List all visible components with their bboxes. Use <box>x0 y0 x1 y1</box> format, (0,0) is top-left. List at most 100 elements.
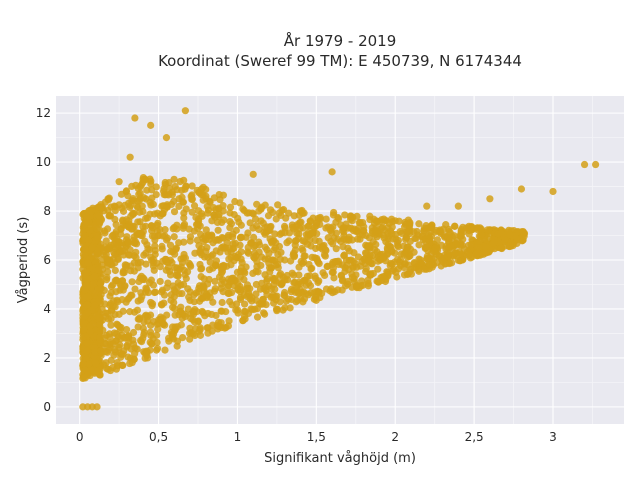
data-point <box>347 212 355 220</box>
data-point <box>151 288 160 296</box>
data-point <box>215 273 224 281</box>
data-point <box>423 255 431 263</box>
data-point <box>400 250 408 258</box>
data-point <box>230 210 238 219</box>
data-point <box>210 211 218 219</box>
data-point <box>93 367 102 375</box>
data-point <box>517 185 526 193</box>
data-point <box>475 237 483 245</box>
data-point <box>83 339 91 347</box>
data-point <box>361 249 370 257</box>
data-point <box>373 248 381 256</box>
data-point <box>170 286 178 294</box>
data-point <box>137 181 145 189</box>
data-point <box>124 251 133 259</box>
data-point <box>124 238 132 246</box>
data-point <box>141 176 150 184</box>
data-point <box>170 175 178 183</box>
data-point <box>285 229 294 237</box>
data-point <box>123 342 131 350</box>
x-tick-label: 2,5 <box>465 430 484 444</box>
data-point <box>227 220 236 228</box>
data-point <box>279 306 287 314</box>
data-point <box>442 221 450 229</box>
data-point <box>322 215 330 223</box>
data-point <box>263 246 271 254</box>
data-point <box>234 285 242 293</box>
data-point <box>202 226 210 234</box>
data-point <box>200 275 208 283</box>
data-point <box>439 258 447 266</box>
data-point <box>126 201 135 209</box>
data-point <box>272 305 281 313</box>
data-point <box>179 198 187 206</box>
data-point <box>217 280 226 288</box>
chart-title-line2: Koordinat (Sweref 99 TM): E 450739, N 61… <box>158 52 522 70</box>
data-point <box>446 229 454 237</box>
data-point <box>156 277 164 286</box>
data-point <box>98 305 106 313</box>
data-point <box>359 218 367 227</box>
data-point <box>107 356 115 364</box>
data-point <box>312 219 320 227</box>
data-point <box>332 245 340 253</box>
data-point <box>140 194 148 202</box>
data-point <box>154 316 163 324</box>
data-point <box>349 226 358 235</box>
data-point <box>163 201 171 209</box>
data-point <box>117 225 125 233</box>
data-point <box>133 229 141 237</box>
data-point <box>105 243 113 251</box>
data-point <box>497 229 505 237</box>
data-point <box>87 366 95 374</box>
data-point <box>91 301 99 310</box>
data-point <box>291 278 299 286</box>
data-point <box>186 237 194 245</box>
data-point <box>410 228 418 236</box>
x-axis-ticks: 0 0,5 1 1,5 2 2,5 3 <box>76 430 557 444</box>
data-point <box>231 252 239 261</box>
data-point <box>97 291 105 299</box>
data-point <box>156 226 164 234</box>
data-point <box>519 228 528 236</box>
data-point <box>107 203 115 211</box>
data-point <box>83 371 92 379</box>
data-point <box>359 281 367 289</box>
data-point <box>114 241 122 250</box>
data-point <box>111 266 119 275</box>
y-axis-title: Vågperiod (s) <box>16 217 31 304</box>
data-point <box>393 255 402 264</box>
data-point <box>292 236 300 245</box>
data-point <box>376 256 384 264</box>
data-point <box>143 186 151 194</box>
data-point <box>154 325 162 333</box>
data-point <box>285 209 293 217</box>
data-point <box>131 285 139 293</box>
x-axis-title: Signifikant våghöjd (m) <box>264 451 416 466</box>
data-point <box>233 268 242 276</box>
data-point <box>194 215 203 223</box>
data-point <box>171 311 179 319</box>
data-point <box>184 305 192 313</box>
data-point <box>415 220 423 228</box>
data-point <box>225 289 233 298</box>
data-point <box>406 268 414 276</box>
data-point <box>338 261 346 269</box>
data-point <box>105 256 113 264</box>
data-point <box>132 254 140 262</box>
data-point <box>372 240 380 249</box>
data-point <box>223 239 231 247</box>
data-point <box>105 346 113 354</box>
data-point <box>188 208 196 216</box>
data-point <box>446 249 454 258</box>
data-point <box>229 245 237 253</box>
data-point <box>168 330 176 338</box>
data-point <box>220 216 228 224</box>
data-point <box>248 209 257 217</box>
data-point <box>364 242 372 250</box>
data-point <box>180 238 188 246</box>
data-point <box>380 234 388 242</box>
data-point <box>396 227 404 236</box>
data-point <box>321 252 329 260</box>
data-point <box>286 304 294 312</box>
